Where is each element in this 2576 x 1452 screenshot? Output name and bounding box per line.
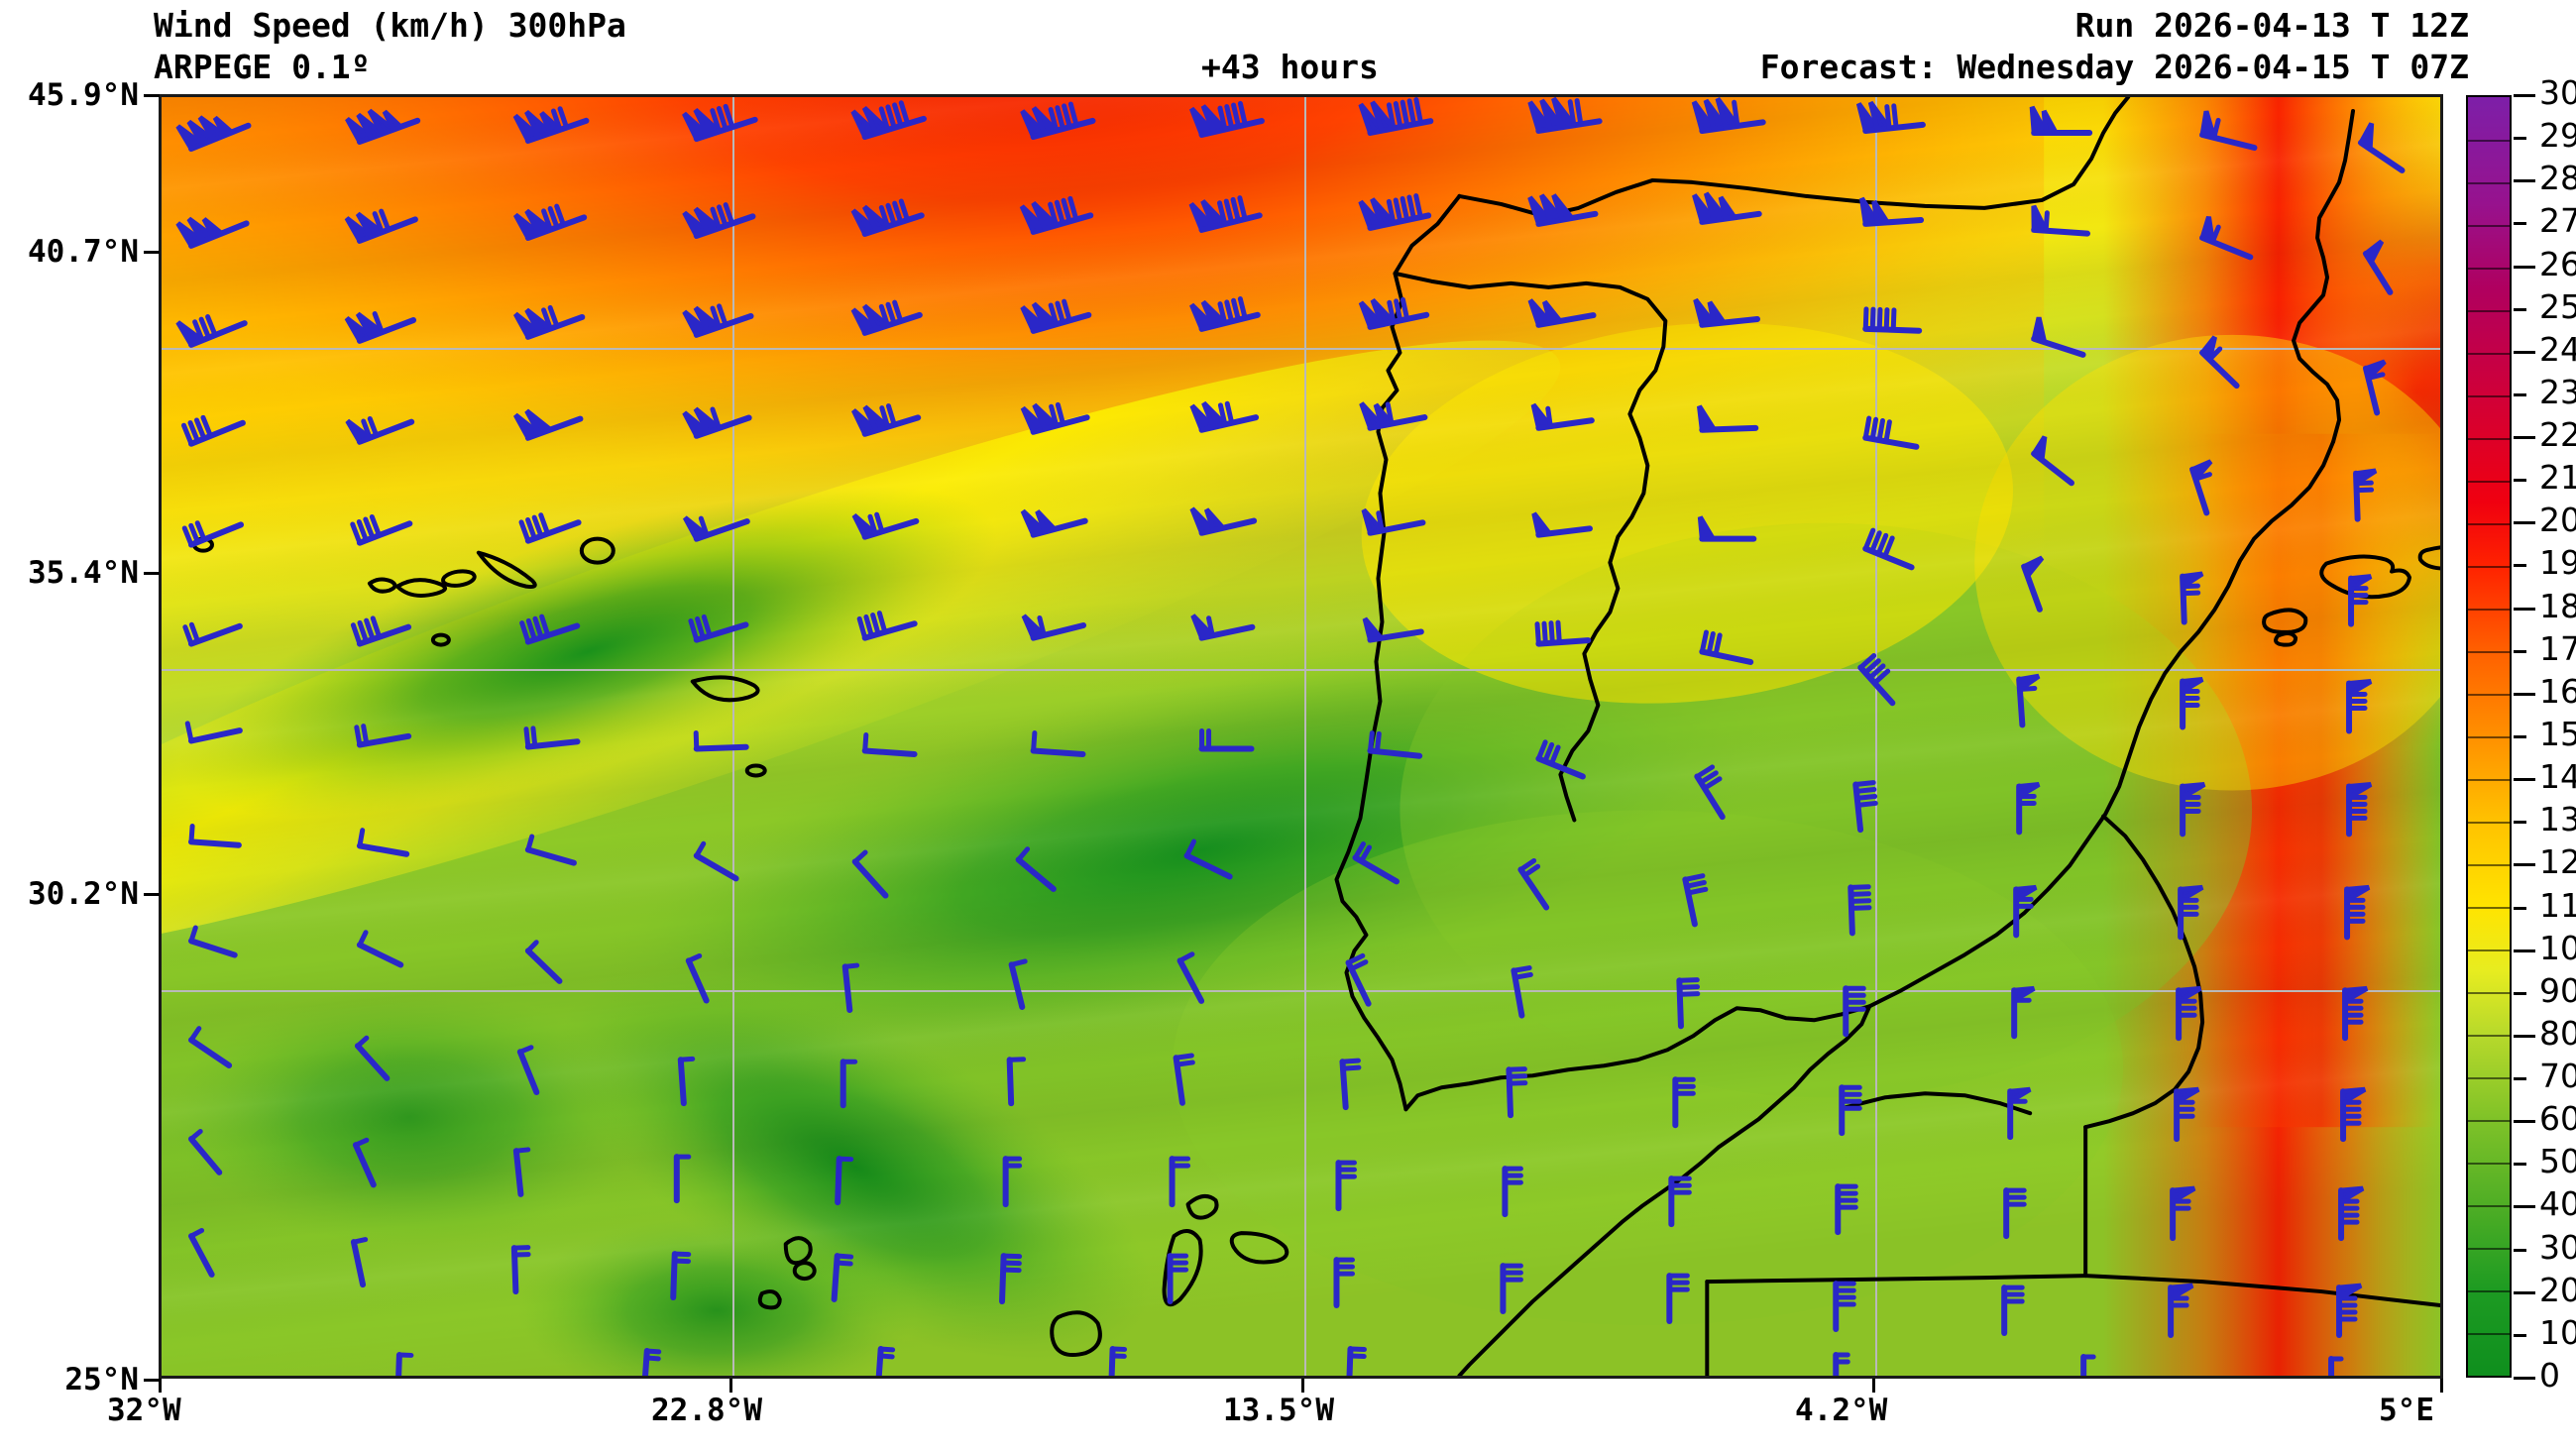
ytick-45-9N bbox=[144, 94, 160, 97]
colorbar-tick-270 bbox=[2514, 222, 2526, 226]
colorbar-tick-130 bbox=[2514, 821, 2526, 825]
colorbar-label-140: 140 bbox=[2539, 757, 2576, 797]
colorbar-label-20: 20 bbox=[2539, 1270, 2576, 1309]
colorbar-tick-260 bbox=[2514, 265, 2535, 269]
ytick-40-7N bbox=[144, 251, 160, 254]
colorbar-tick-240 bbox=[2514, 350, 2535, 354]
xtick-5E bbox=[2440, 1379, 2443, 1393]
colorbar-label-100: 100 bbox=[2539, 928, 2576, 967]
colorbar-label-10: 10 bbox=[2539, 1312, 2576, 1352]
ytick-25N bbox=[144, 1379, 160, 1382]
colorbar-tick-190 bbox=[2514, 564, 2526, 568]
xlabel-22-8W: 22.8°W bbox=[651, 1393, 762, 1428]
colorbar-label-60: 60 bbox=[2539, 1099, 2576, 1139]
gridline-lon-13-5 bbox=[1304, 97, 1306, 1376]
map-plot-area[interactable] bbox=[159, 94, 2443, 1379]
xlabel-13-5W: 13.5°W bbox=[1223, 1393, 1334, 1428]
xtick-32W bbox=[159, 1379, 162, 1393]
gridline-lon-22-8 bbox=[732, 97, 734, 1376]
colorbar-label-200: 200 bbox=[2539, 501, 2576, 540]
colorbar-label-40: 40 bbox=[2539, 1184, 2576, 1224]
colorbar-tick-100 bbox=[2514, 949, 2535, 952]
colorbar-label-210: 210 bbox=[2539, 458, 2576, 498]
colorbar-tick-110 bbox=[2514, 906, 2526, 910]
colorbar-tick-250 bbox=[2514, 307, 2526, 311]
xtick-4-2W bbox=[1872, 1379, 1875, 1393]
colorbar-label-170: 170 bbox=[2539, 628, 2576, 668]
colorbar-label-70: 70 bbox=[2539, 1057, 2576, 1096]
colorbar-tick-230 bbox=[2514, 392, 2526, 396]
colorbar-tick-280 bbox=[2514, 179, 2535, 183]
colorbar-label-300: 300 bbox=[2539, 73, 2576, 112]
colorbar-tick-140 bbox=[2514, 778, 2535, 782]
colorbar-tick-180 bbox=[2514, 607, 2535, 611]
colorbar-label-160: 160 bbox=[2539, 671, 2576, 711]
colorbar-label-30: 30 bbox=[2539, 1227, 2576, 1267]
ylabel-45-9N: 45.9°N bbox=[28, 77, 139, 113]
lead-time-label: +43 hours bbox=[1201, 48, 1379, 86]
colorbar-label-250: 250 bbox=[2539, 286, 2576, 326]
colorbar-tick-30 bbox=[2514, 1248, 2526, 1252]
colorbar-tick-170 bbox=[2514, 649, 2526, 653]
colorbar-tick-220 bbox=[2514, 436, 2535, 440]
wind-speed-field bbox=[162, 97, 2440, 1376]
colorbar-tick-90 bbox=[2514, 991, 2526, 995]
gridline-lat-30-2 bbox=[162, 990, 2440, 992]
colorbar-tick-300 bbox=[2514, 94, 2535, 97]
colorbar-label-130: 130 bbox=[2539, 800, 2576, 839]
gridline-lon-4-2 bbox=[1875, 97, 1877, 1376]
colorbar-tick-290 bbox=[2514, 137, 2526, 141]
model-label: ARPEGE 0.1º bbox=[154, 48, 371, 86]
colorbar[interactable] bbox=[2466, 95, 2512, 1378]
colorbar-label-80: 80 bbox=[2539, 1013, 2576, 1053]
ylabel-30-2N: 30.2°N bbox=[28, 876, 139, 912]
ylabel-25N: 25°N bbox=[64, 1362, 139, 1397]
run-time-label: Run 2026-04-13 T 12Z bbox=[2074, 6, 2469, 45]
ylabel-35-4N: 35.4°N bbox=[28, 555, 139, 591]
forecast-time-label: Forecast: Wednesday 2026-04-15 T 07Z bbox=[1759, 48, 2469, 86]
colorbar-label-180: 180 bbox=[2539, 586, 2576, 625]
ytick-30-2N bbox=[144, 893, 160, 896]
colorbar-tick-10 bbox=[2514, 1333, 2526, 1337]
colorbar-label-240: 240 bbox=[2539, 329, 2576, 369]
colorbar-tick-40 bbox=[2514, 1205, 2535, 1209]
colorbar-label-0: 0 bbox=[2539, 1356, 2560, 1395]
gridline-lat-35-4 bbox=[162, 669, 2440, 671]
colorbar-label-90: 90 bbox=[2539, 970, 2576, 1010]
xtick-22-8W bbox=[729, 1379, 732, 1393]
colorbar-tick-70 bbox=[2514, 1077, 2526, 1081]
colorbar-tick-120 bbox=[2514, 863, 2535, 867]
colorbar-label-290: 290 bbox=[2539, 116, 2576, 156]
page-title: Wind Speed (km/h) 300hPa bbox=[154, 6, 626, 45]
colorbar-gradient bbox=[2468, 97, 2510, 1376]
colorbar-tick-80 bbox=[2514, 1034, 2535, 1038]
colorbar-label-220: 220 bbox=[2539, 415, 2576, 455]
xlabel-4-2W: 4.2°W bbox=[1795, 1393, 1888, 1428]
colorbar-label-260: 260 bbox=[2539, 244, 2576, 283]
colorbar-label-110: 110 bbox=[2539, 885, 2576, 925]
colorbar-label-280: 280 bbox=[2539, 159, 2576, 198]
colorbar-label-190: 190 bbox=[2539, 543, 2576, 583]
colorbar-tick-20 bbox=[2514, 1290, 2535, 1294]
colorbar-label-50: 50 bbox=[2539, 1142, 2576, 1181]
colorbar-label-150: 150 bbox=[2539, 715, 2576, 753]
xlabel-32W: 32°W bbox=[107, 1393, 181, 1428]
xtick-13-5W bbox=[1301, 1379, 1304, 1393]
ylabel-40-7N: 40.7°N bbox=[28, 234, 139, 270]
colorbar-label-230: 230 bbox=[2539, 372, 2576, 411]
gridline-lat-40-7 bbox=[162, 348, 2440, 350]
xlabel-5E: 5°E bbox=[2379, 1393, 2434, 1428]
ytick-35-4N bbox=[144, 572, 160, 575]
colorbar-tick-210 bbox=[2514, 479, 2526, 483]
colorbar-label-120: 120 bbox=[2539, 842, 2576, 882]
colorbar-tick-0 bbox=[2514, 1377, 2535, 1380]
colorbar-label-270: 270 bbox=[2539, 201, 2576, 241]
colorbar-tick-50 bbox=[2514, 1163, 2526, 1167]
colorbar-tick-60 bbox=[2514, 1120, 2535, 1124]
colorbar-tick-160 bbox=[2514, 692, 2535, 696]
colorbar-tick-150 bbox=[2514, 735, 2526, 738]
colorbar-tick-200 bbox=[2514, 521, 2535, 525]
